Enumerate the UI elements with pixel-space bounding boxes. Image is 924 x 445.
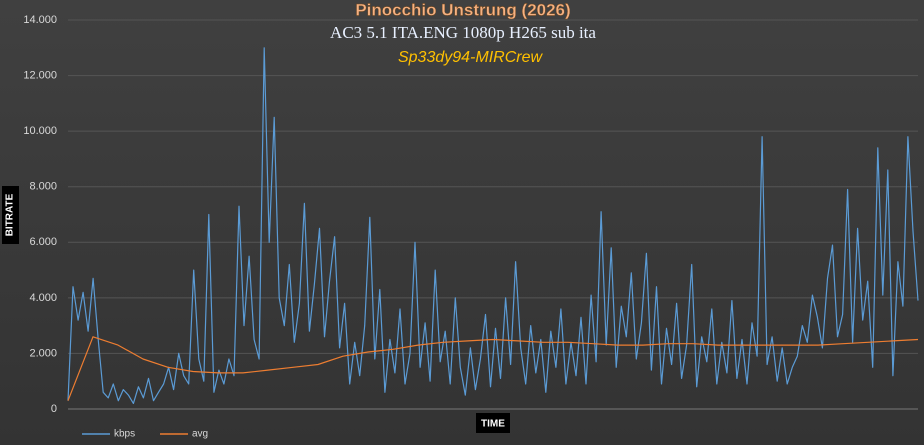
y-tick-label: 6.000 [29, 236, 57, 248]
plot [67, 47, 919, 404]
y-tick-label: 2.000 [29, 347, 57, 359]
y-tick-label: 10.000 [23, 125, 57, 137]
chart-subtitle: AC3 5.1 ITA.ENG 1080p H265 sub ita [330, 23, 596, 42]
legend-label: kbps [114, 429, 135, 440]
y-tick-label: 4.000 [29, 292, 57, 304]
y-tick-label: 0 [51, 403, 57, 415]
series-line [67, 47, 919, 404]
x-label-box [476, 413, 510, 433]
y-tick-label: 8.000 [29, 181, 57, 193]
y-label-box [2, 186, 19, 244]
y-axis-label: BITRATE [5, 193, 16, 236]
legend: kbps avg [82, 429, 208, 440]
grid: 0 2.000 4.000 6.000 8.000 10.000 12.000 14.000 [23, 14, 918, 415]
series-line [67, 336, 919, 401]
x-axis-label: TIME [481, 419, 505, 430]
y-tick-label: 14.000 [23, 14, 57, 26]
chart-author: Sp33dy94-MIRCrew [398, 49, 544, 66]
legend-label: avg [192, 429, 208, 440]
chart-title: Pinocchio Unstrung (2026) [355, 0, 570, 19]
y-tick-label: 12.000 [23, 69, 57, 81]
